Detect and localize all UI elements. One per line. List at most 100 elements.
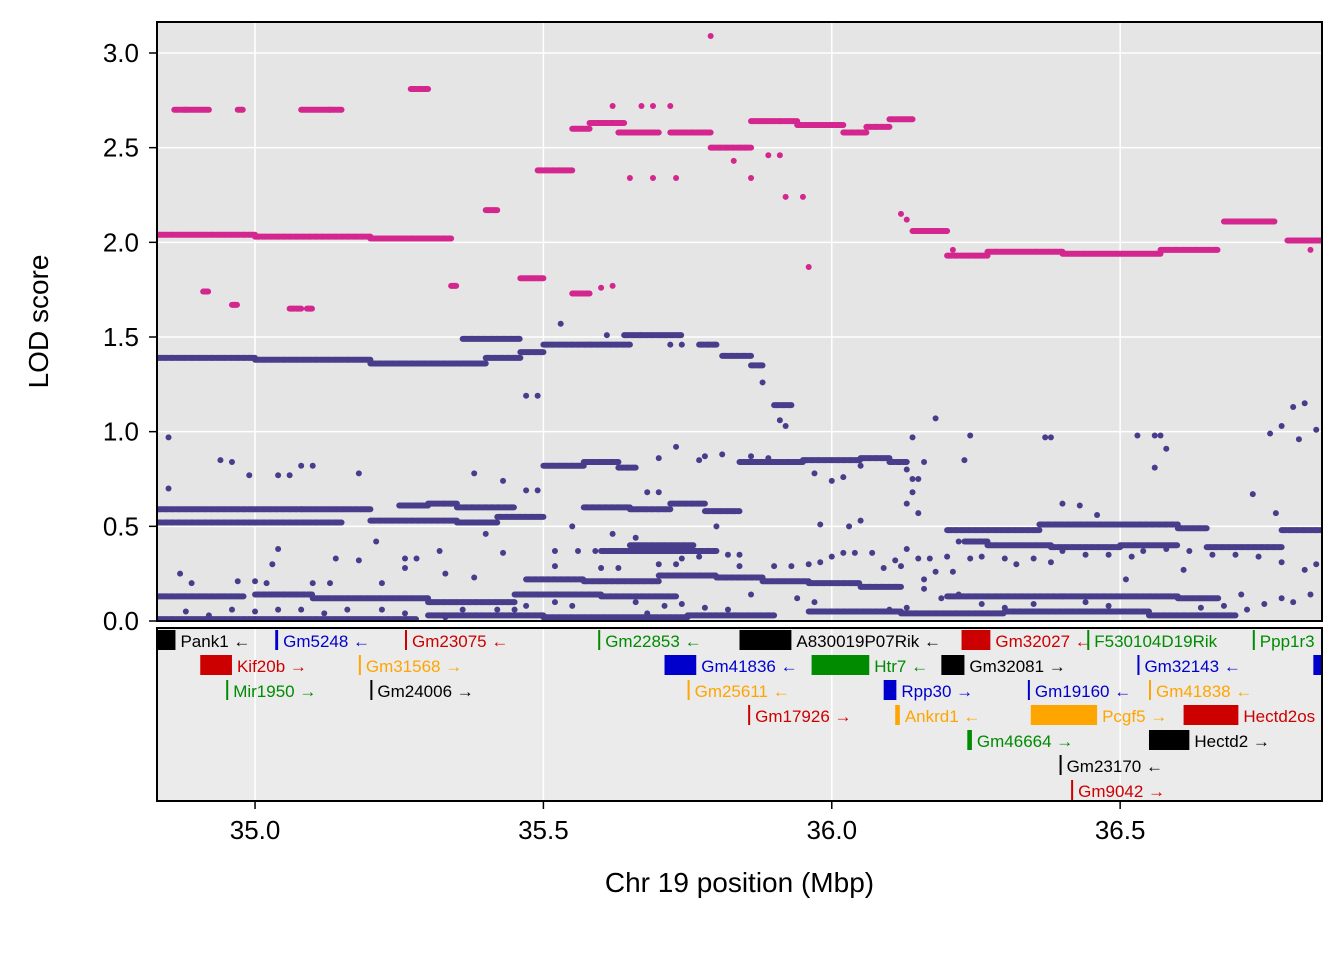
y-tick-label: 1.0 — [103, 417, 139, 447]
data-point — [1220, 602, 1227, 609]
data-point — [794, 595, 801, 602]
y-axis-label: LOD score — [23, 255, 54, 389]
data-point — [748, 453, 755, 460]
gene-panel-border — [156, 627, 1323, 802]
data-point — [655, 489, 662, 496]
data-point — [1105, 602, 1112, 609]
series-bottom — [157, 320, 1322, 621]
data-point — [286, 472, 293, 479]
data-point — [355, 557, 362, 564]
data-point — [252, 578, 259, 585]
data-point — [205, 612, 212, 619]
gene-body — [226, 680, 229, 700]
gene-label: Gm19160 ← — [1035, 682, 1131, 701]
data-point — [263, 580, 270, 587]
data-point — [696, 457, 703, 464]
data-point — [805, 561, 812, 568]
data-point — [442, 614, 449, 621]
data-point — [673, 443, 680, 450]
data-point — [909, 434, 916, 441]
y-tick-label: 3.0 — [103, 38, 139, 68]
data-point — [321, 610, 328, 617]
data-point — [569, 602, 576, 609]
data-point — [1244, 606, 1251, 613]
data-point — [523, 392, 530, 399]
data-point — [736, 563, 743, 570]
data-point — [915, 510, 922, 517]
gene-body — [1252, 630, 1255, 650]
data-point — [1094, 511, 1101, 518]
data-point — [1290, 599, 1297, 606]
data-point — [632, 599, 639, 606]
data-point — [748, 591, 755, 598]
data-point — [1001, 604, 1008, 611]
data-point — [298, 606, 305, 613]
data-point — [1082, 599, 1089, 606]
data-point — [840, 549, 847, 556]
data-point — [805, 263, 812, 270]
data-point — [903, 216, 910, 223]
y-tick-label: 2.0 — [103, 227, 139, 257]
data-point — [482, 530, 489, 537]
data-point — [765, 455, 772, 462]
data-point — [471, 574, 478, 581]
gene-body — [895, 705, 900, 725]
data-point — [649, 174, 656, 181]
data-point — [967, 555, 974, 562]
data-point — [598, 564, 605, 571]
data-point — [228, 606, 235, 613]
data-point — [1267, 430, 1274, 437]
data-point — [949, 246, 956, 253]
data-point — [1076, 502, 1083, 509]
data-point — [1307, 591, 1314, 598]
data-point — [442, 570, 449, 577]
data-point — [799, 193, 806, 200]
data-point — [332, 555, 339, 562]
data-point — [534, 392, 541, 399]
gene-label: Gm25611 ← — [695, 682, 790, 701]
y-axis-ticks: 0.0 0.5 1.0 1.5 2.0 2.5 3.0 — [103, 38, 157, 636]
gene-label: Ankrd1 ← — [905, 707, 981, 726]
data-point — [1082, 551, 1089, 558]
data-point — [1059, 500, 1066, 507]
data-point — [378, 580, 385, 587]
data-point — [609, 103, 616, 110]
gene-label: Gm24006 → — [377, 682, 473, 701]
data-point — [921, 458, 928, 465]
data-point — [165, 485, 172, 492]
gene-body — [967, 730, 972, 750]
lod-panel-background — [157, 22, 1322, 621]
data-point — [892, 557, 899, 564]
data-point — [1030, 555, 1037, 562]
data-point — [1255, 553, 1262, 560]
data-point — [857, 462, 864, 469]
data-point — [603, 341, 610, 348]
data-point — [903, 500, 910, 507]
data-point — [926, 555, 933, 562]
data-point — [961, 457, 968, 464]
data-point — [1249, 491, 1256, 498]
data-point — [1163, 546, 1170, 553]
data-point — [534, 487, 541, 494]
data-point — [903, 466, 910, 473]
x-tick-label: 35.5 — [518, 815, 569, 845]
data-point — [217, 457, 224, 464]
data-point — [401, 564, 408, 571]
data-point — [915, 555, 922, 562]
data-point — [932, 568, 939, 575]
gene-body — [275, 630, 279, 650]
data-point — [949, 568, 956, 575]
lod-panel-border — [156, 21, 1323, 622]
gene-label: Gm22853 ← — [605, 632, 701, 651]
data-point — [632, 534, 639, 541]
data-point — [921, 585, 928, 592]
data-point — [1278, 595, 1285, 602]
data-point — [609, 530, 616, 537]
data-point — [897, 210, 904, 217]
data-point — [644, 489, 651, 496]
data-point — [776, 152, 783, 159]
data-point — [857, 517, 864, 524]
data-point — [644, 610, 651, 617]
